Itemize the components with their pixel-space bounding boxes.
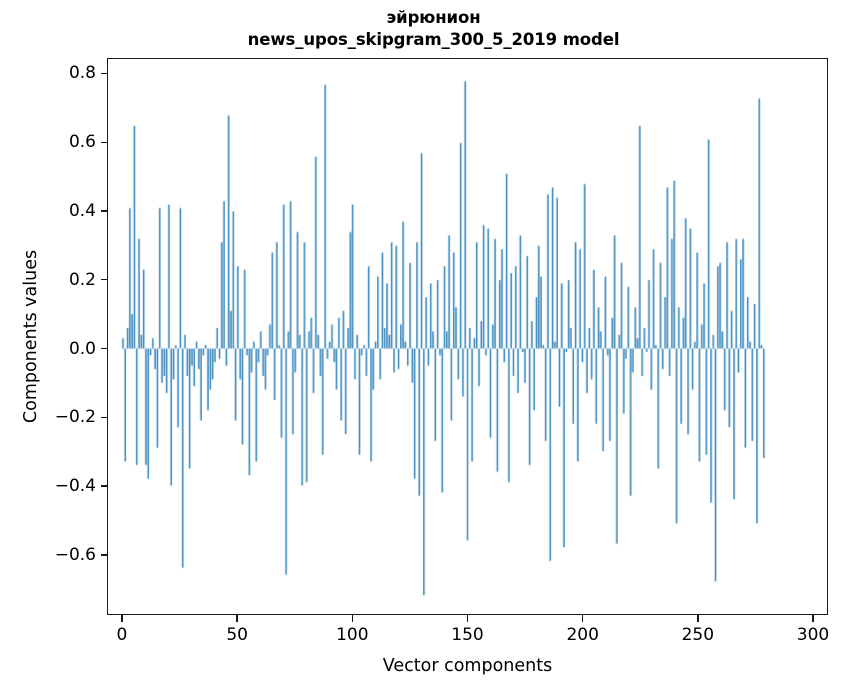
y-axis-ticks: 0.8 0.6 0.4 0.2 0.0 −0.2 −0.4 −0.6 bbox=[0, 0, 107, 696]
chart-title-line-2: news_upos_skipgram_300_5_2019 model bbox=[247, 30, 620, 49]
plot-area bbox=[107, 58, 828, 615]
x-tick-mark bbox=[581, 615, 584, 622]
y-tick-label: −0.2 bbox=[54, 407, 96, 428]
chart-title-line-1: эйрюнион bbox=[386, 8, 481, 27]
x-tick-label: 250 bbox=[681, 625, 715, 645]
x-tick-label: 200 bbox=[566, 625, 599, 645]
y-tick-label: 0.8 bbox=[68, 63, 96, 84]
x-tick-label: 0 bbox=[116, 625, 128, 645]
x-tick-mark bbox=[351, 615, 354, 622]
chart-title: эйрюнион news_upos_skipgram_300_5_2019 m… bbox=[0, 7, 867, 51]
x-tick-label: 300 bbox=[796, 625, 830, 645]
x-tick-mark bbox=[236, 615, 238, 622]
y-tick-label: −0.6 bbox=[54, 544, 96, 565]
y-tick-label: 0.0 bbox=[68, 338, 96, 359]
x-tick-mark bbox=[121, 615, 123, 622]
x-axis-label: Vector components bbox=[382, 656, 553, 676]
x-tick-label: 50 bbox=[226, 625, 248, 645]
x-tick-mark bbox=[466, 615, 469, 622]
y-axis-label: Components values bbox=[21, 249, 41, 424]
x-tick-mark bbox=[697, 615, 699, 622]
x-tick-label: 150 bbox=[451, 625, 484, 645]
y-tick-label: 0.2 bbox=[68, 269, 96, 290]
y-tick-label: −0.4 bbox=[54, 476, 96, 497]
x-tick-label: 100 bbox=[336, 625, 369, 645]
y-tick-label: 0.6 bbox=[68, 132, 96, 153]
x-tick-mark bbox=[812, 615, 814, 622]
y-tick-label: 0.4 bbox=[68, 201, 96, 221]
bar-series-canvas bbox=[108, 59, 827, 614]
